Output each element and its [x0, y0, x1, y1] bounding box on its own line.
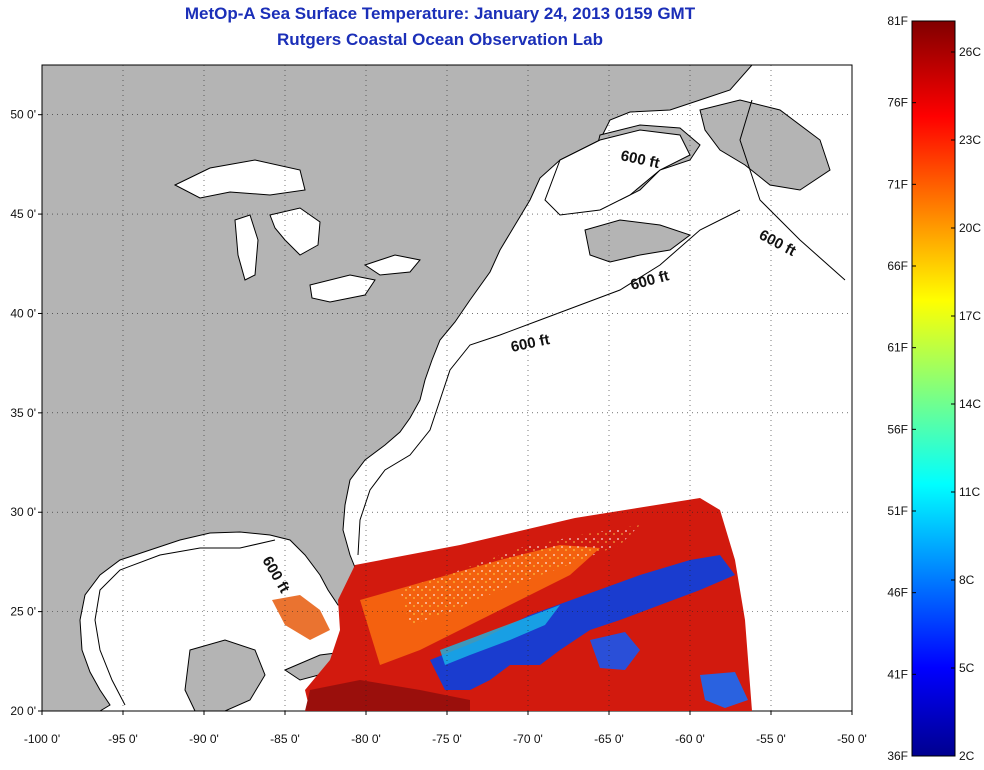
y-tick-label: 50 0' [10, 108, 36, 122]
great-lakes [173, 159, 421, 303]
colorbar-c-label: 14C [959, 397, 981, 411]
x-tick-label: -60 0' [675, 732, 705, 746]
yucatan-land [184, 639, 266, 711]
sst-florida-west [272, 595, 330, 640]
north-america-land [42, 65, 753, 711]
colorbar-f-labels: 81F 76F 71F 66F 61F 56F 51F 46F 41F 36F [887, 14, 916, 763]
x-tick-label: -80 0' [351, 732, 381, 746]
sst-cyan-edge [440, 605, 560, 665]
colorbar-f-label: 71F [887, 177, 908, 191]
colorbar-f-label: 51F [887, 504, 908, 518]
y-tick-label: 20 0' [10, 704, 36, 718]
colorbar-c-label: 26C [959, 45, 981, 59]
sst-blue-patch-2 [700, 672, 748, 708]
newfoundland-land [699, 99, 831, 191]
x-tick-label: -95 0' [108, 732, 138, 746]
y-tick-label: 35 0' [10, 406, 36, 420]
colorbar-c-label: 17C [959, 309, 981, 323]
x-axis-ticks: -100 0' -95 0' -90 0' -85 0' -80 0' -75 0' -70… [24, 711, 867, 746]
colorbar-f-label: 41F [887, 667, 908, 681]
y-tick-label: 45 0' [10, 207, 36, 221]
x-tick-label: -100 0' [24, 732, 60, 746]
colorbar-c-label: 5C [959, 661, 975, 675]
colorbar-f-label: 46F [887, 586, 908, 600]
x-tick-label: -65 0' [594, 732, 624, 746]
colorbar-f-label: 36F [887, 749, 908, 763]
colorbar-gradient [911, 20, 956, 757]
x-tick-label: -85 0' [270, 732, 300, 746]
x-tick-label: -75 0' [432, 732, 462, 746]
colorbar-f-label: 56F [887, 422, 908, 436]
sst-deep-red [305, 680, 470, 711]
colorbar-c-label: 8C [959, 573, 975, 587]
colorbar-c-label: 2C [959, 749, 975, 763]
map-title: MetOp-A Sea Surface Temperature: January… [184, 4, 696, 23]
colorbar-f-label: 76F [887, 96, 908, 110]
colorbar-f-label: 66F [887, 259, 908, 273]
sst-warm-region [305, 498, 752, 711]
x-tick-label: -50 0' [837, 732, 867, 746]
colorbar-c-label: 11C [959, 485, 980, 499]
y-tick-label: 30 0' [10, 505, 36, 519]
x-tick-label: -70 0' [513, 732, 543, 746]
map-area: 600 ft 600 ft 600 ft 600 ft 600 ft [41, 64, 853, 712]
nova-scotia-land [584, 219, 692, 263]
colorbar-c-labels: 26C 23C 20C 17C 14C 11C 8C 5C 2C [951, 45, 981, 763]
sst-swath [272, 498, 752, 711]
y-axis-ticks: 50 0' 45 0' 40 0' 35 0' 30 0' 25 0' 20 0' [10, 108, 42, 718]
x-tick-label: -90 0' [189, 732, 219, 746]
colorbar-c-label: 23C [959, 133, 981, 147]
sst-blue-patch [590, 632, 640, 670]
map-subtitle: Rutgers Coastal Ocean Observation Lab [277, 30, 603, 49]
colorbar-f-label: 81F [887, 14, 908, 28]
colorbar-f-label: 61F [887, 341, 908, 355]
x-tick-label: -55 0' [756, 732, 786, 746]
gulf-st-lawrence [544, 129, 691, 216]
y-tick-label: 25 0' [10, 605, 36, 619]
y-tick-label: 40 0' [10, 306, 36, 320]
sst-cold-region [430, 555, 735, 690]
colorbar: 81F 76F 71F 66F 61F 56F 51F 46F 41F 36F 26C 23C 20C… [887, 14, 981, 763]
contour-600ft [94, 99, 846, 706]
colorbar-c-label: 20C [959, 221, 981, 235]
map-gridlines [42, 65, 852, 711]
sst-cloud-streak [400, 525, 640, 625]
